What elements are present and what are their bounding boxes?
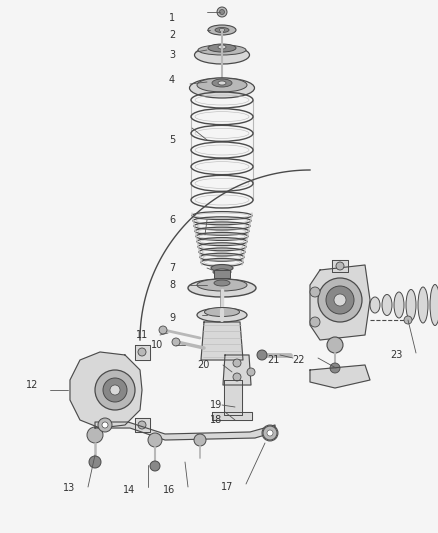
Circle shape [102,422,108,428]
Circle shape [110,385,120,395]
Ellipse shape [215,28,229,33]
Text: 14: 14 [123,485,135,495]
Ellipse shape [219,28,225,31]
Polygon shape [332,260,348,272]
Text: 21: 21 [268,355,280,365]
Text: 12: 12 [26,380,38,390]
Circle shape [327,337,343,353]
Text: 3: 3 [169,50,175,60]
Text: 9: 9 [169,313,175,323]
Ellipse shape [197,279,247,291]
Circle shape [138,421,146,429]
Ellipse shape [194,46,250,64]
Ellipse shape [211,264,233,271]
Text: 1: 1 [169,13,175,23]
Polygon shape [135,345,150,360]
Circle shape [159,326,167,334]
Circle shape [266,429,274,437]
Circle shape [103,378,127,402]
Ellipse shape [188,279,256,297]
Ellipse shape [212,79,232,87]
Ellipse shape [406,289,416,320]
Circle shape [263,426,277,440]
Polygon shape [70,352,142,428]
Ellipse shape [208,25,236,35]
Text: 6: 6 [169,215,175,225]
Circle shape [310,287,320,297]
Circle shape [326,286,354,314]
Ellipse shape [205,308,240,317]
Circle shape [194,434,206,446]
Ellipse shape [382,295,392,316]
Text: 10: 10 [151,340,163,350]
Text: 17: 17 [221,482,233,492]
Text: 18: 18 [210,415,222,425]
Polygon shape [224,380,242,415]
Circle shape [310,317,320,327]
Circle shape [148,433,162,447]
Text: 23: 23 [391,350,403,360]
Ellipse shape [214,280,230,286]
Polygon shape [95,422,275,440]
Polygon shape [310,365,370,388]
Circle shape [98,418,112,432]
Circle shape [138,348,146,356]
Circle shape [334,294,346,306]
Ellipse shape [198,45,246,55]
Circle shape [247,368,255,376]
Circle shape [336,262,344,270]
Ellipse shape [394,292,404,318]
Ellipse shape [190,78,254,98]
Circle shape [330,363,340,373]
Text: 4: 4 [169,75,175,85]
Ellipse shape [418,287,428,323]
Polygon shape [223,355,251,385]
Circle shape [257,350,267,360]
Circle shape [172,338,180,346]
Ellipse shape [218,81,226,85]
Text: 11: 11 [136,330,148,340]
Bar [214,270,230,278]
Text: 19: 19 [210,400,222,410]
Circle shape [233,373,241,381]
Circle shape [219,10,225,14]
Circle shape [267,430,273,436]
Circle shape [89,456,101,468]
Text: 22: 22 [293,355,305,365]
Ellipse shape [208,44,236,52]
Circle shape [262,425,278,441]
Circle shape [150,461,160,471]
Circle shape [404,316,412,324]
Ellipse shape [213,269,231,275]
Circle shape [95,370,135,410]
Text: 8: 8 [169,280,175,290]
Text: 5: 5 [169,135,175,145]
Ellipse shape [197,308,247,322]
Ellipse shape [218,45,226,49]
Text: 2: 2 [169,30,175,40]
Ellipse shape [370,297,380,313]
Ellipse shape [197,78,247,92]
Text: 16: 16 [163,485,175,495]
Polygon shape [310,265,370,340]
Circle shape [233,359,241,367]
Circle shape [217,7,227,17]
Text: 13: 13 [63,483,75,493]
Circle shape [318,278,362,322]
Circle shape [87,427,103,443]
Polygon shape [212,412,252,420]
Ellipse shape [430,285,438,326]
Text: 20: 20 [198,360,210,370]
Polygon shape [201,322,243,360]
Polygon shape [135,418,150,432]
Text: 7: 7 [169,263,175,273]
